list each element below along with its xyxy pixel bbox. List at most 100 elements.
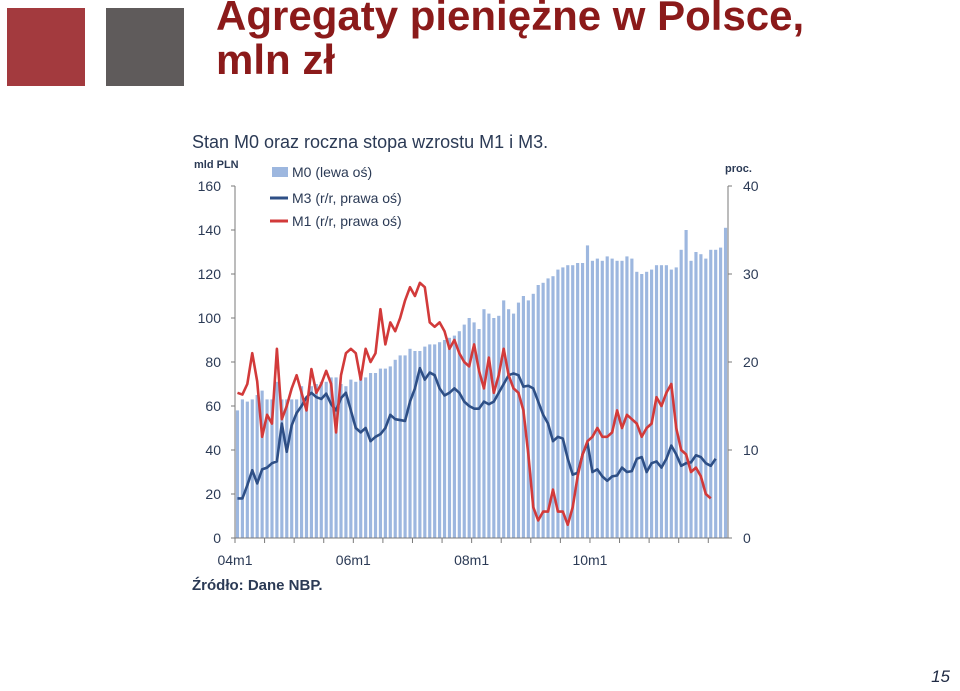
m0-bar bbox=[403, 355, 407, 538]
m3-line bbox=[237, 366, 717, 500]
m0-bar bbox=[610, 258, 614, 538]
m0-bar bbox=[413, 351, 417, 538]
m0-bar bbox=[674, 267, 678, 538]
left-tick-label: 140 bbox=[198, 222, 222, 238]
m0-bar bbox=[398, 355, 402, 538]
m0-bar bbox=[462, 324, 466, 538]
left-tick-label: 0 bbox=[213, 530, 221, 546]
m0-bar bbox=[714, 249, 718, 539]
m0-bar bbox=[699, 254, 703, 538]
m0-bar bbox=[576, 263, 580, 538]
m1-line bbox=[237, 281, 712, 527]
decorative-red-square bbox=[7, 8, 85, 86]
m0-bar bbox=[635, 271, 639, 538]
m0-bar bbox=[349, 379, 353, 538]
m0-bar bbox=[684, 230, 688, 538]
m0-bar bbox=[245, 401, 249, 538]
m0-bar bbox=[694, 252, 698, 538]
m0-bar bbox=[472, 322, 476, 538]
slide-title: Agregaty pieniężne w Polsce, mln zł bbox=[216, 0, 916, 82]
m0-bar bbox=[659, 265, 664, 538]
m0-bar bbox=[723, 227, 728, 539]
m0-bar bbox=[344, 386, 348, 538]
m0-bar bbox=[482, 309, 486, 538]
m0-bar bbox=[428, 344, 432, 538]
m0-bar bbox=[546, 278, 550, 538]
m0-bar bbox=[600, 260, 604, 538]
m0-bar bbox=[240, 399, 244, 538]
m0-bars bbox=[235, 227, 728, 539]
left-tick-label: 100 bbox=[198, 310, 222, 326]
m0-bar bbox=[487, 313, 491, 538]
m0-bar bbox=[457, 331, 461, 538]
m0-bar bbox=[304, 399, 309, 538]
m0-bar bbox=[354, 381, 358, 538]
m0-bar bbox=[556, 269, 560, 538]
m0-bar bbox=[640, 274, 644, 538]
right-tick-label: 30 bbox=[743, 266, 759, 282]
m0-bar bbox=[551, 276, 555, 538]
m0-bar bbox=[319, 381, 323, 538]
m0-bar bbox=[423, 346, 427, 538]
left-tick-label: 80 bbox=[205, 354, 221, 370]
left-tick-label: 160 bbox=[198, 178, 222, 194]
m0-bar bbox=[541, 282, 545, 538]
left-tick-label: 120 bbox=[198, 266, 222, 282]
m0-bar bbox=[590, 260, 595, 538]
x-tick-label: 08m1 bbox=[454, 552, 489, 568]
m0-bar bbox=[566, 265, 570, 538]
growth-lines bbox=[237, 281, 717, 527]
m0-bar bbox=[447, 337, 452, 538]
m0-bar bbox=[393, 359, 397, 538]
m0-bar bbox=[497, 315, 501, 538]
m0-bar bbox=[373, 373, 378, 538]
right-tick-label: 10 bbox=[743, 442, 759, 458]
m0-bar bbox=[334, 377, 338, 538]
m0-bar bbox=[645, 271, 649, 538]
m0-bar bbox=[689, 260, 693, 538]
m0-bar bbox=[452, 335, 456, 538]
m0-bar bbox=[250, 399, 254, 538]
legend-m1-label: M1 (r/r, prawa oś) bbox=[292, 213, 402, 229]
m0-bar bbox=[536, 285, 540, 538]
m0-bar bbox=[492, 318, 496, 538]
m0-bar bbox=[630, 258, 634, 538]
left-tick-label: 40 bbox=[205, 442, 221, 458]
m0-bar bbox=[408, 348, 412, 538]
m0-bar bbox=[664, 265, 668, 538]
m0-bar bbox=[364, 377, 368, 538]
m0-bar bbox=[615, 260, 619, 538]
m0-bar bbox=[526, 300, 530, 538]
m0-bar bbox=[467, 318, 471, 538]
x-tick-label: 10m1 bbox=[572, 552, 607, 568]
m0-bar bbox=[418, 351, 422, 538]
legend-m3-label: M3 (r/r, prawa oś) bbox=[292, 190, 402, 206]
source-note: Źródło: Dane NBP. bbox=[192, 577, 323, 594]
right-axis-unit: proc. bbox=[725, 163, 752, 175]
left-tick-label: 60 bbox=[205, 398, 221, 414]
m0-bar bbox=[359, 377, 363, 538]
m0-bar bbox=[709, 249, 713, 539]
m0-bar bbox=[290, 399, 294, 538]
m0-bar bbox=[438, 342, 442, 538]
m0-bar bbox=[511, 313, 516, 538]
m0-bar bbox=[388, 366, 392, 538]
m0-bar bbox=[339, 384, 343, 538]
m0-bar bbox=[571, 265, 575, 538]
m0-bar bbox=[235, 410, 240, 538]
legend-m0-swatch bbox=[272, 167, 288, 177]
m0-bar bbox=[442, 340, 447, 538]
left-axis-unit: mld PLN bbox=[194, 159, 239, 171]
m0-bar bbox=[299, 386, 304, 538]
m0-bar bbox=[620, 260, 624, 538]
m0-bar bbox=[605, 256, 609, 538]
m0-bar bbox=[383, 368, 387, 538]
m0-bar bbox=[531, 293, 535, 538]
right-tick-label: 0 bbox=[743, 530, 751, 546]
x-tick-label: 04m1 bbox=[217, 552, 252, 568]
slide-title-line2: mln zł bbox=[216, 36, 336, 83]
right-tick-label: 40 bbox=[743, 178, 759, 194]
m0-bar bbox=[669, 269, 673, 538]
m0-bar bbox=[369, 373, 373, 538]
m0-bar bbox=[270, 399, 274, 538]
